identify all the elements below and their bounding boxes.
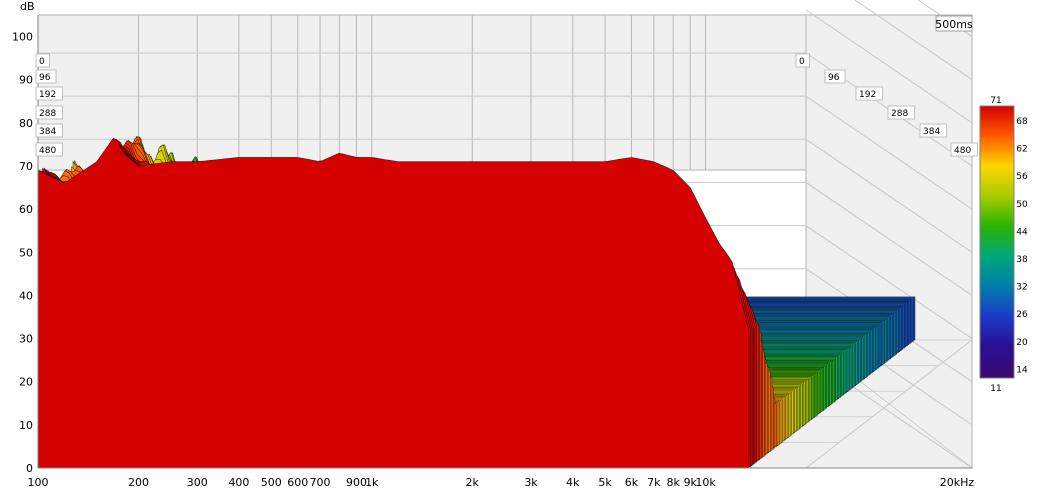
time-tick-label-right: 192 [859, 90, 876, 100]
time-tick-label-right: 480 [954, 146, 971, 156]
time-tick-box-right [855, 86, 883, 101]
time-tick-label-left: 384 [39, 127, 56, 137]
colorbar-tick-label: 62 [1016, 145, 1027, 155]
x-tick-label: 200 [128, 476, 149, 489]
x-tick-label: 500 [261, 476, 282, 489]
time-unit-label: 500ms [935, 18, 973, 31]
y-tick-label: 90 [19, 74, 33, 87]
grid-line-side [805, 182, 973, 296]
colorbar-tick-label: 20 [1016, 338, 1028, 348]
colorbar-tick-label: 50 [1016, 200, 1028, 210]
y-tick-label: 40 [19, 289, 33, 302]
time-tick-label-left: 96 [39, 73, 51, 83]
time-tick-labels: 0 0 96 96 192 192 288 288 384 384 480 480 [35, 53, 978, 157]
x-tick-label: 300 [187, 476, 208, 489]
grid-line-side [805, 95, 973, 210]
x-tick-label: 900 [346, 476, 367, 489]
colorbar-tick-label: 32 [1016, 283, 1027, 293]
time-tick-label-right: 96 [828, 73, 840, 83]
x-tick-label: 400 [228, 476, 249, 489]
y-tick-label: 0 [26, 462, 33, 475]
y-tick-label: 20 [19, 376, 33, 389]
time-tick-label-left: 0 [39, 57, 45, 67]
x-tick-label: 700 [310, 476, 331, 489]
colorbar-tick-label: 56 [1016, 172, 1028, 182]
colorbar-tick-label: 26 [1016, 310, 1028, 320]
x-tick-label: 4k [566, 476, 580, 489]
time-tick-label-left: 288 [39, 109, 56, 119]
colorbar-tick-label: 14 [1016, 365, 1028, 375]
colorbar-tick-label: 38 [1016, 255, 1028, 265]
time-tick-label-right: 384 [923, 127, 940, 137]
time-tick-box-left [35, 69, 57, 84]
waterfall-surface [37, 136, 916, 469]
time-tick-box-left [35, 123, 63, 138]
x-tick-label: 6k [625, 476, 639, 489]
x-tick-label: 2k [466, 476, 480, 489]
colorbar-tick-label: 44 [1016, 227, 1028, 237]
time-tick-box-right [919, 123, 947, 138]
time-tick-box-right [887, 105, 915, 120]
x-tick-label: 9k [684, 476, 698, 489]
y-tick-label: 10 [19, 419, 33, 432]
grid-line-floor [805, 339, 973, 469]
y-tick-label: 50 [19, 246, 33, 259]
waterfall-slice [37, 137, 750, 469]
x-tick-label: 1k [365, 476, 379, 489]
colorbar [979, 105, 1015, 379]
time-tick-box-left [35, 105, 63, 120]
time-tick-label-left: 480 [39, 146, 56, 156]
time-tick-box-left [35, 86, 63, 101]
x-tick-label: 7k [647, 476, 661, 489]
x-tick-label: 5k [598, 476, 612, 489]
y-tick-label: 80 [19, 117, 33, 130]
y-tick-labels: 0 10 20 30 40 50 60 70 80 90 100 [12, 31, 33, 475]
grid-line-side [805, 138, 973, 253]
time-tick-box-right [950, 142, 978, 157]
time-tick-box-left [35, 142, 63, 157]
x-tick-label: 600 [287, 476, 308, 489]
time-tick-label-right: 0 [799, 57, 805, 67]
time-tick-box-right [795, 53, 810, 68]
y-tick-label: 30 [19, 333, 33, 346]
colorbar-bottom-label: 11 [990, 384, 1001, 394]
x-tick-label: 3k [524, 476, 538, 489]
time-unit-box [935, 15, 973, 32]
time-tick-label-right: 288 [891, 109, 908, 119]
colorbar-top-label: 71 [990, 96, 1001, 106]
grid-line-side [854, 0, 973, 81]
x-tick-label: 100 [28, 476, 49, 489]
y-axis-title: dB [20, 0, 35, 13]
colorbar-tick-label: 68 [1016, 117, 1028, 127]
y-tick-label: 100 [12, 31, 33, 44]
x-tick-label: 20kHz [940, 476, 975, 489]
grid-line-side [805, 225, 973, 339]
x-tick-label: 8k [666, 476, 680, 489]
time-tick-label-left: 192 [39, 90, 56, 100]
back-wall [37, 14, 807, 171]
y-tick-label: 60 [19, 203, 33, 216]
y-tick-label: 70 [19, 160, 33, 173]
x-tick-label: 10k [695, 476, 716, 489]
grid-line-side [805, 9, 973, 124]
time-tick-box-left [35, 53, 50, 68]
time-tick-box-right [824, 69, 846, 84]
colorbar-tick-labels: 68 62 56 50 44 38 32 26 20 14 [1016, 117, 1028, 375]
